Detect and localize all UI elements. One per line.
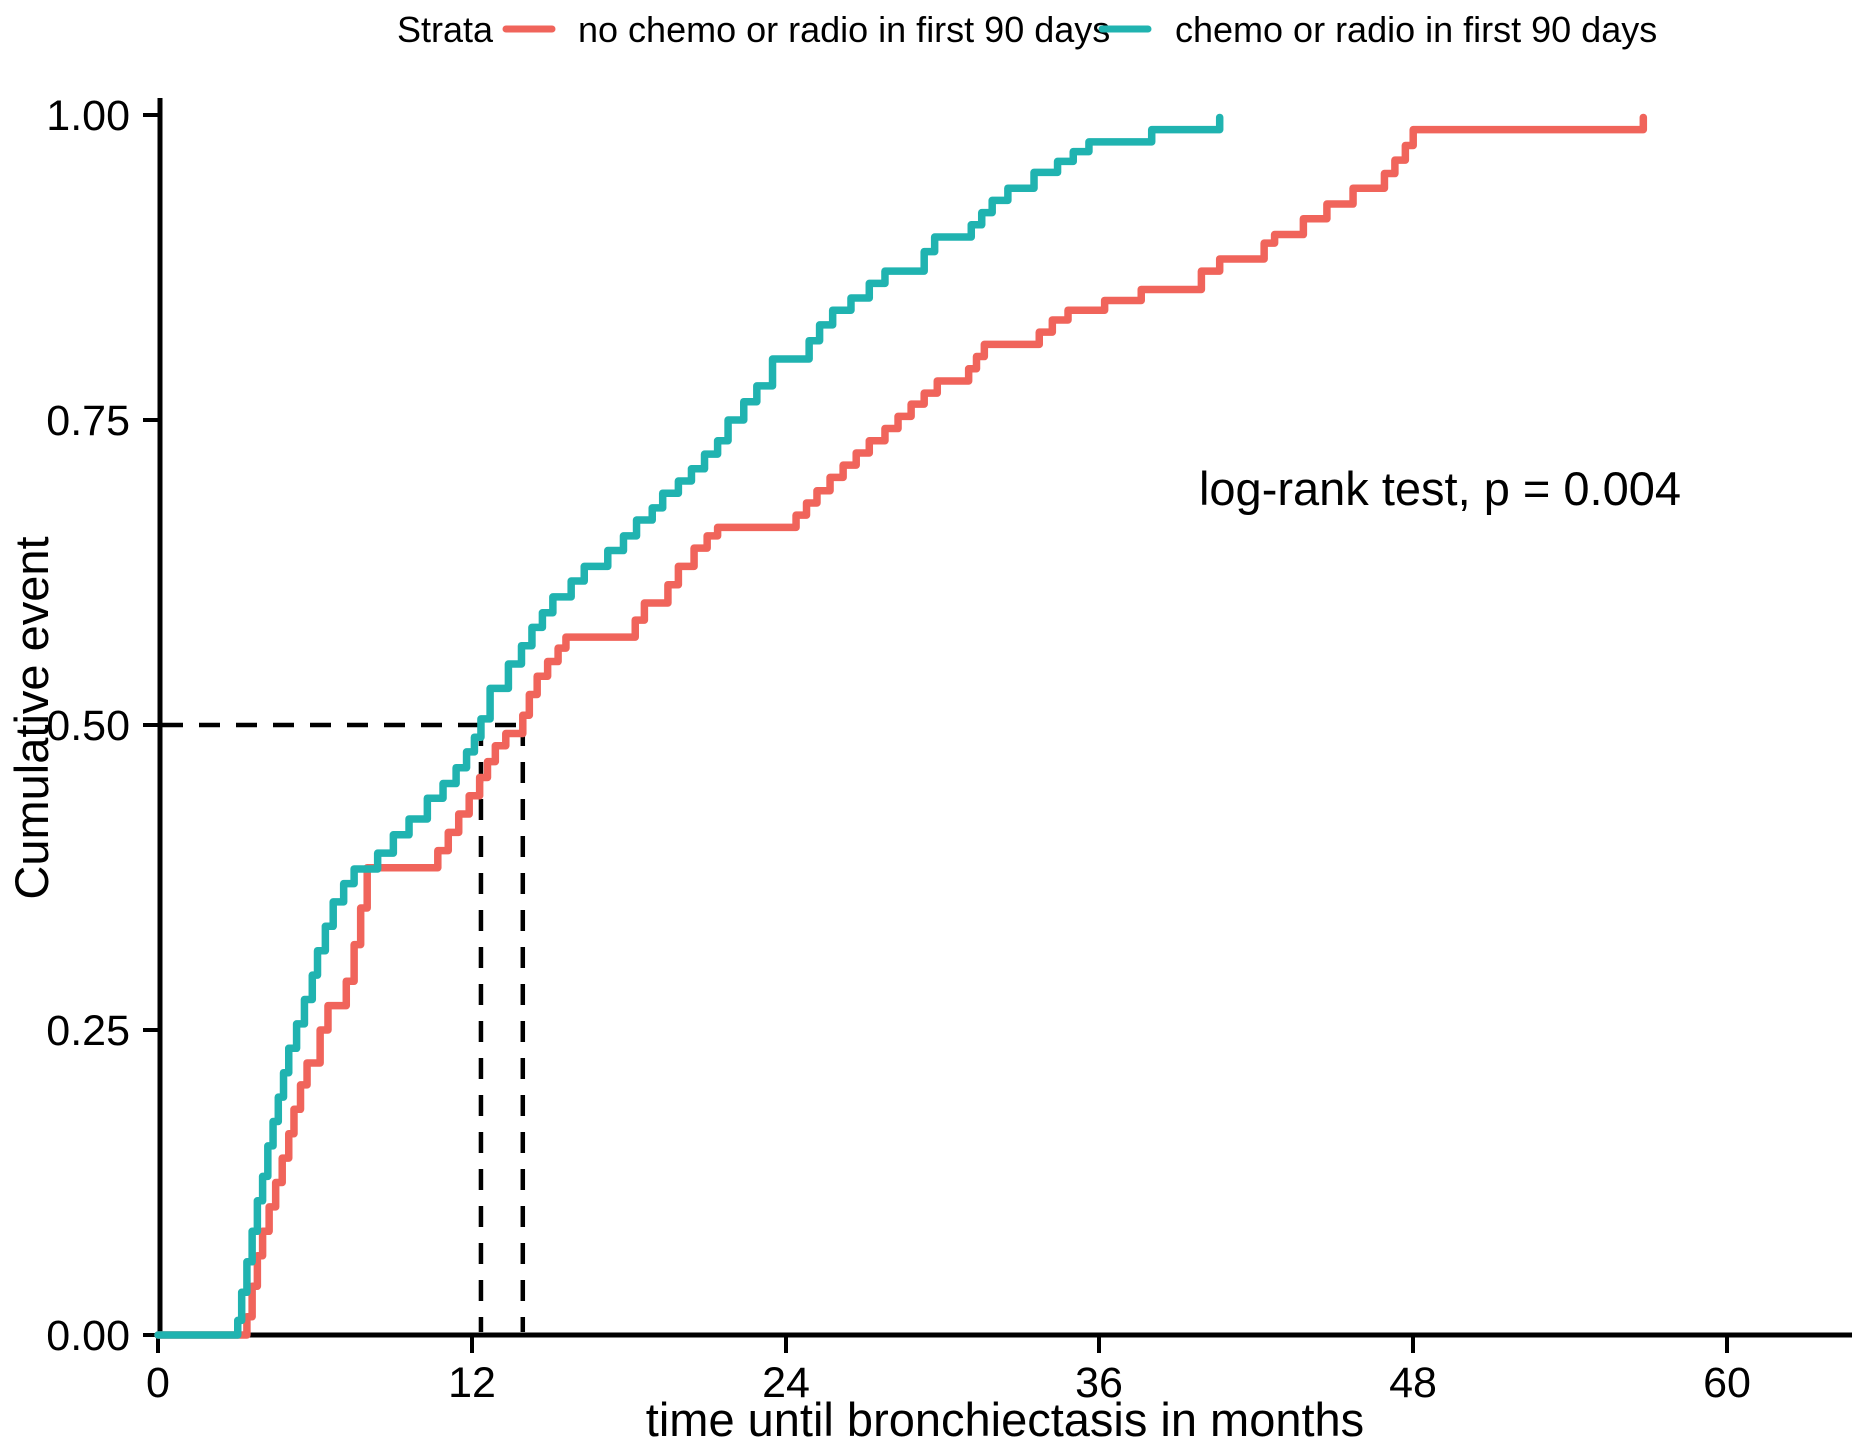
x-tick-24: 24 <box>762 1359 810 1407</box>
median-reference-lines <box>162 722 526 1332</box>
axes <box>143 98 1852 1353</box>
legend: Strata no chemo or radio in first 90 day… <box>397 9 1657 50</box>
x-tick-60: 60 <box>1703 1359 1751 1407</box>
y-tick-0.75: 0.75 <box>46 397 130 445</box>
curve-chemo-or-radio <box>154 113 1224 1339</box>
log-rank-annotation: log-rank test, p = 0.004 <box>1199 462 1681 515</box>
legend-label-chemo: chemo or radio in first 90 days <box>1175 9 1657 50</box>
legend-label-no-chemo: no chemo or radio in first 90 days <box>578 9 1110 50</box>
x-tick-labels: 0 12 24 36 48 60 <box>146 1359 1751 1407</box>
x-axis-title: time until bronchiectasis in months <box>646 1393 1364 1446</box>
y-tick-marks <box>143 113 160 1337</box>
x-tick-48: 48 <box>1389 1359 1437 1407</box>
y-axis-title: Cumulative event <box>5 536 58 899</box>
legend-title: Strata <box>397 9 494 50</box>
y-tick-0.00: 0.00 <box>46 1312 130 1360</box>
x-tick-12: 12 <box>448 1359 496 1407</box>
x-tick-36: 36 <box>1075 1359 1123 1407</box>
y-tick-labels: 1.00 0.75 0.50 0.25 0.00 <box>46 92 130 1360</box>
curve-no-chemo-or-radio <box>154 113 1648 1339</box>
y-tick-1.00: 1.00 <box>46 92 130 140</box>
y-tick-0.25: 0.25 <box>46 1007 130 1055</box>
y-tick-0.50: 0.50 <box>46 702 130 750</box>
x-tick-marks <box>156 1335 1729 1353</box>
x-tick-0: 0 <box>146 1359 170 1407</box>
